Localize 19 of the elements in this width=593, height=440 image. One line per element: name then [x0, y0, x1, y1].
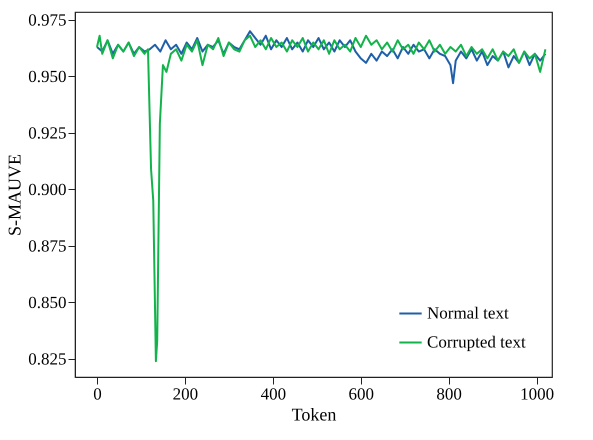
x-tick-label: 0 [93, 384, 102, 404]
line-series [96, 34, 546, 362]
x-tick-label: 800 [436, 384, 462, 404]
y-tick-label: 0.925 [28, 123, 66, 142]
x-tick-label: 400 [260, 384, 286, 404]
x-tick-label: 600 [348, 384, 374, 404]
y-tick-label: 0.950 [28, 66, 66, 86]
line-series [96, 30, 546, 84]
x-tick-label: 200 [172, 384, 198, 404]
legend-label: Corrupted text [427, 332, 526, 352]
y-tick-label: 0.825 [28, 349, 66, 368]
y-tick-label: 0.875 [28, 236, 66, 256]
x-tick-label: 1000 [520, 384, 554, 404]
y-tick-label: 0.975 [28, 10, 66, 30]
y-tick-label: 0.900 [28, 180, 66, 199]
legend-label: Normal text [427, 304, 509, 322]
y-axis-title: S-MAUVE [4, 154, 24, 236]
y-tick-label: 0.850 [28, 292, 66, 312]
x-axis-title: Token [292, 404, 336, 424]
